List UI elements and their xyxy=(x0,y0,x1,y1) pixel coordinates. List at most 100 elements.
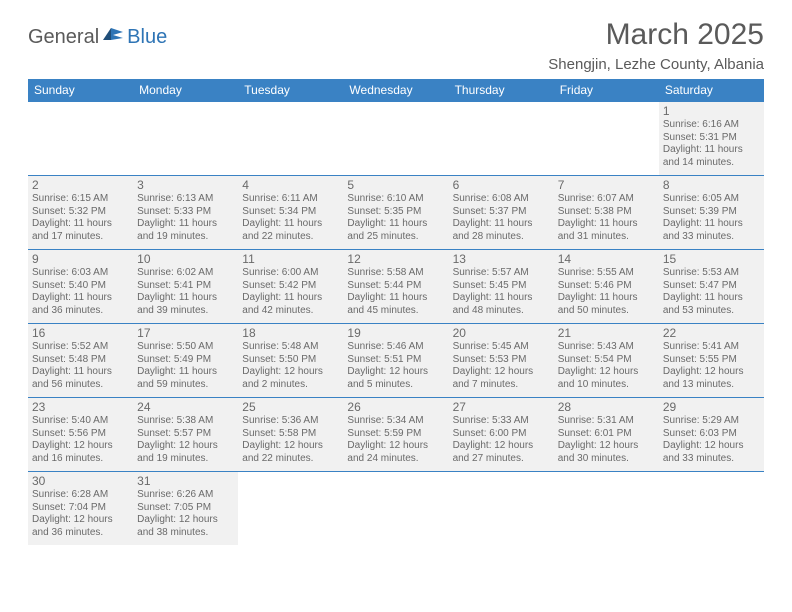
day-number: 24 xyxy=(137,400,234,414)
calendar-week-row: 16Sunrise: 5:52 AMSunset: 5:48 PMDayligh… xyxy=(28,324,764,398)
calendar-table: SundayMondayTuesdayWednesdayThursdayFrid… xyxy=(28,79,764,545)
day-info: Sunrise: 5:46 AMSunset: 5:51 PMDaylight:… xyxy=(347,341,444,391)
day-number: 15 xyxy=(663,252,760,266)
title-block: March 2025 Shengjin, Lezhe County, Alban… xyxy=(548,18,764,73)
day-info-line: Daylight: 12 hours xyxy=(32,440,129,453)
calendar-week-row: 1Sunrise: 6:16 AMSunset: 5:31 PMDaylight… xyxy=(28,102,764,176)
logo-text-general: General xyxy=(28,26,99,49)
calendar-body: 1Sunrise: 6:16 AMSunset: 5:31 PMDaylight… xyxy=(28,102,764,546)
day-info-line: Sunset: 5:56 PM xyxy=(32,428,129,441)
day-info-line: Sunset: 6:03 PM xyxy=(663,428,760,441)
day-info-line: and 59 minutes. xyxy=(137,379,234,392)
day-info-line: and 53 minutes. xyxy=(663,305,760,318)
day-info: Sunrise: 5:48 AMSunset: 5:50 PMDaylight:… xyxy=(242,341,339,391)
day-info-line: Daylight: 12 hours xyxy=(453,440,550,453)
day-number: 8 xyxy=(663,178,760,192)
calendar-day-cell: 26Sunrise: 5:34 AMSunset: 5:59 PMDayligh… xyxy=(343,398,448,472)
calendar-day-cell xyxy=(449,102,554,176)
logo: General Blue xyxy=(28,26,167,49)
day-info: Sunrise: 5:53 AMSunset: 5:47 PMDaylight:… xyxy=(663,267,760,317)
day-info-line: and 5 minutes. xyxy=(347,379,444,392)
day-info-line: Daylight: 11 hours xyxy=(137,292,234,305)
day-number: 4 xyxy=(242,178,339,192)
weekday-header: Saturday xyxy=(659,79,764,102)
calendar-day-cell: 21Sunrise: 5:43 AMSunset: 5:54 PMDayligh… xyxy=(554,324,659,398)
day-number: 5 xyxy=(347,178,444,192)
weekday-header-row: SundayMondayTuesdayWednesdayThursdayFrid… xyxy=(28,79,764,102)
day-info-line: and 14 minutes. xyxy=(663,157,760,170)
calendar-day-cell: 30Sunrise: 6:28 AMSunset: 7:04 PMDayligh… xyxy=(28,472,133,546)
day-info: Sunrise: 6:26 AMSunset: 7:05 PMDaylight:… xyxy=(137,489,234,539)
day-info-line: and 33 minutes. xyxy=(663,453,760,466)
day-info-line: Sunrise: 5:46 AM xyxy=(347,341,444,354)
calendar-week-row: 2Sunrise: 6:15 AMSunset: 5:32 PMDaylight… xyxy=(28,176,764,250)
calendar-week-row: 23Sunrise: 5:40 AMSunset: 5:56 PMDayligh… xyxy=(28,398,764,472)
day-number: 27 xyxy=(453,400,550,414)
day-info-line: Daylight: 12 hours xyxy=(137,514,234,527)
calendar-day-cell: 18Sunrise: 5:48 AMSunset: 5:50 PMDayligh… xyxy=(238,324,343,398)
day-info: Sunrise: 5:45 AMSunset: 5:53 PMDaylight:… xyxy=(453,341,550,391)
day-info-line: and 31 minutes. xyxy=(558,231,655,244)
day-info-line: Sunset: 5:58 PM xyxy=(242,428,339,441)
calendar-day-cell: 29Sunrise: 5:29 AMSunset: 6:03 PMDayligh… xyxy=(659,398,764,472)
calendar-day-cell: 25Sunrise: 5:36 AMSunset: 5:58 PMDayligh… xyxy=(238,398,343,472)
day-info-line: and 48 minutes. xyxy=(453,305,550,318)
day-number: 20 xyxy=(453,326,550,340)
day-info-line: Daylight: 11 hours xyxy=(663,144,760,157)
day-info-line: Sunrise: 5:38 AM xyxy=(137,415,234,428)
day-info-line: Sunset: 5:55 PM xyxy=(663,354,760,367)
day-info-line: and 56 minutes. xyxy=(32,379,129,392)
calendar-day-cell: 14Sunrise: 5:55 AMSunset: 5:46 PMDayligh… xyxy=(554,250,659,324)
day-info-line: Sunset: 5:31 PM xyxy=(663,132,760,145)
day-info-line: Daylight: 11 hours xyxy=(347,292,444,305)
day-info: Sunrise: 6:07 AMSunset: 5:38 PMDaylight:… xyxy=(558,193,655,243)
calendar-day-cell xyxy=(133,102,238,176)
calendar-day-cell xyxy=(554,102,659,176)
day-info-line: Daylight: 12 hours xyxy=(242,440,339,453)
day-info-line: Daylight: 11 hours xyxy=(137,366,234,379)
day-info-line: and 33 minutes. xyxy=(663,231,760,244)
calendar-day-cell: 9Sunrise: 6:03 AMSunset: 5:40 PMDaylight… xyxy=(28,250,133,324)
calendar-day-cell: 6Sunrise: 6:08 AMSunset: 5:37 PMDaylight… xyxy=(449,176,554,250)
day-info-line: Sunset: 5:37 PM xyxy=(453,206,550,219)
day-info-line: Daylight: 11 hours xyxy=(453,292,550,305)
day-info-line: and 24 minutes. xyxy=(347,453,444,466)
day-info: Sunrise: 5:40 AMSunset: 5:56 PMDaylight:… xyxy=(32,415,129,465)
day-info-line: Sunset: 5:35 PM xyxy=(347,206,444,219)
day-info: Sunrise: 5:34 AMSunset: 5:59 PMDaylight:… xyxy=(347,415,444,465)
day-info: Sunrise: 6:08 AMSunset: 5:37 PMDaylight:… xyxy=(453,193,550,243)
day-info-line: Sunset: 5:34 PM xyxy=(242,206,339,219)
calendar-day-cell: 3Sunrise: 6:13 AMSunset: 5:33 PMDaylight… xyxy=(133,176,238,250)
calendar-day-cell: 27Sunrise: 5:33 AMSunset: 6:00 PMDayligh… xyxy=(449,398,554,472)
day-number: 11 xyxy=(242,252,339,266)
day-info: Sunrise: 5:33 AMSunset: 6:00 PMDaylight:… xyxy=(453,415,550,465)
calendar-day-cell: 23Sunrise: 5:40 AMSunset: 5:56 PMDayligh… xyxy=(28,398,133,472)
day-info-line: and 17 minutes. xyxy=(32,231,129,244)
calendar-day-cell: 17Sunrise: 5:50 AMSunset: 5:49 PMDayligh… xyxy=(133,324,238,398)
day-number: 31 xyxy=(137,474,234,488)
day-number: 26 xyxy=(347,400,444,414)
day-number: 19 xyxy=(347,326,444,340)
day-info-line: Sunset: 5:41 PM xyxy=(137,280,234,293)
day-number: 28 xyxy=(558,400,655,414)
day-info-line: Sunrise: 5:52 AM xyxy=(32,341,129,354)
calendar-day-cell: 28Sunrise: 5:31 AMSunset: 6:01 PMDayligh… xyxy=(554,398,659,472)
location: Shengjin, Lezhe County, Albania xyxy=(548,56,764,73)
day-info-line: Sunrise: 6:05 AM xyxy=(663,193,760,206)
day-info-line: Sunrise: 5:58 AM xyxy=(347,267,444,280)
day-number: 22 xyxy=(663,326,760,340)
day-info-line: Daylight: 12 hours xyxy=(663,366,760,379)
calendar-day-cell: 15Sunrise: 5:53 AMSunset: 5:47 PMDayligh… xyxy=(659,250,764,324)
calendar-day-cell: 13Sunrise: 5:57 AMSunset: 5:45 PMDayligh… xyxy=(449,250,554,324)
day-info-line: Daylight: 12 hours xyxy=(347,440,444,453)
calendar-day-cell xyxy=(343,102,448,176)
day-info-line: Sunset: 5:50 PM xyxy=(242,354,339,367)
day-info-line: and 27 minutes. xyxy=(453,453,550,466)
weekday-header: Wednesday xyxy=(343,79,448,102)
calendar-day-cell: 5Sunrise: 6:10 AMSunset: 5:35 PMDaylight… xyxy=(343,176,448,250)
day-info-line: Sunset: 5:42 PM xyxy=(242,280,339,293)
day-info-line: Daylight: 12 hours xyxy=(453,366,550,379)
day-number: 29 xyxy=(663,400,760,414)
day-info-line: Sunrise: 5:43 AM xyxy=(558,341,655,354)
calendar-day-cell xyxy=(238,102,343,176)
